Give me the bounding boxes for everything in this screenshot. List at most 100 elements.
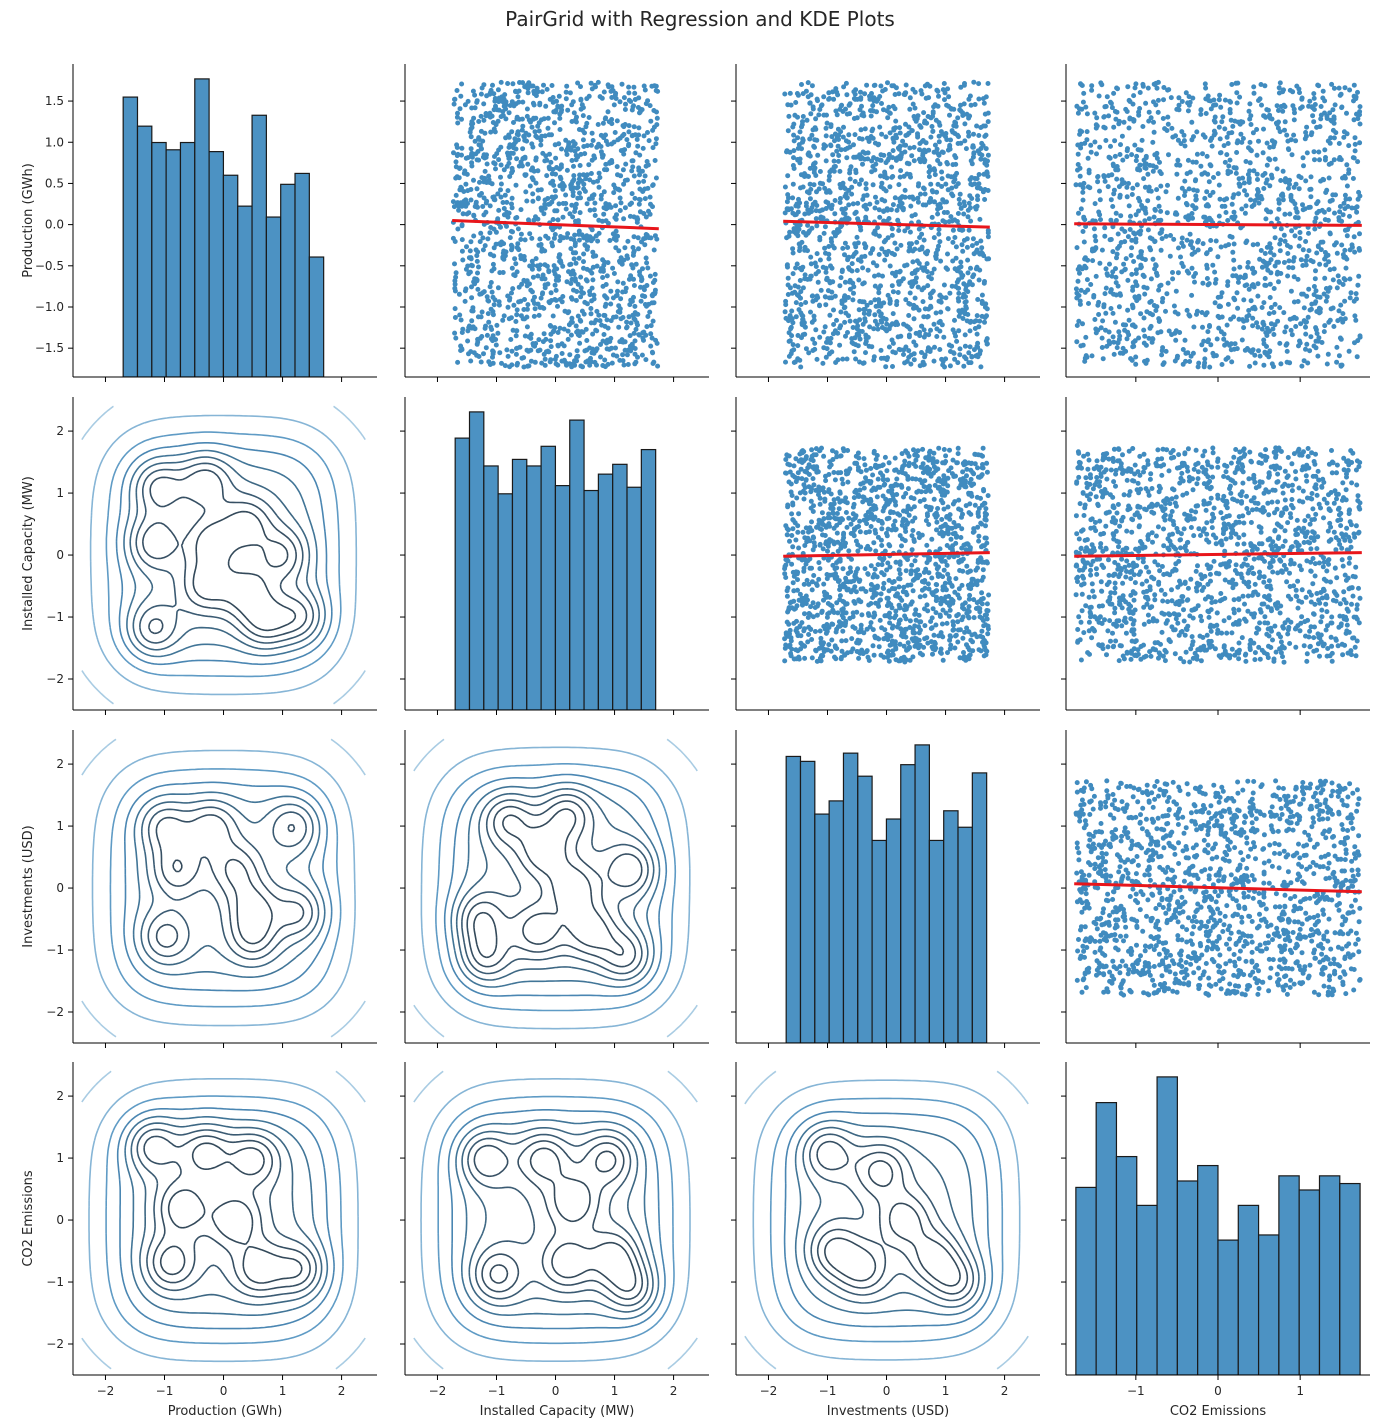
kde-contour-level-3 bbox=[447, 1109, 666, 1330]
kde-contour-level-7 bbox=[155, 814, 305, 953]
x-axis-label: Production (GWh) bbox=[168, 1404, 283, 1419]
panel-r1-c3 bbox=[1061, 397, 1370, 715]
hist-bar bbox=[885, 818, 902, 1043]
hist-bar bbox=[511, 458, 528, 710]
kde-contour-level-1 bbox=[91, 749, 356, 1027]
hist-bar bbox=[957, 826, 973, 1043]
x-tick-label: 2 bbox=[670, 1384, 678, 1398]
x-tick-label: 0 bbox=[552, 1384, 560, 1398]
hist-bar bbox=[857, 775, 873, 1043]
kde-contour-level-2 bbox=[105, 431, 342, 678]
x-tick-label: 0 bbox=[220, 1384, 228, 1398]
x-axis-label: CO2 Emissions bbox=[1170, 1404, 1267, 1419]
y-tick-label: −1.5 bbox=[35, 341, 64, 355]
regression-line bbox=[1074, 551, 1362, 558]
y-tick-label: −2 bbox=[46, 1005, 64, 1019]
hist-bar bbox=[265, 216, 282, 377]
hist-bar bbox=[785, 755, 802, 1043]
regression-line bbox=[1074, 222, 1362, 227]
panel-r3-c2: −2 −1 0 1 2 Investments (USD) bbox=[731, 1062, 1040, 1419]
kde-contour-level-6 bbox=[135, 462, 315, 644]
regression-line bbox=[1074, 882, 1362, 894]
regression-line bbox=[452, 219, 659, 231]
hist-bar bbox=[454, 437, 471, 710]
chart-title: PairGrid with Regression and KDE Plots bbox=[505, 7, 895, 31]
hist-bar bbox=[280, 183, 296, 377]
panel-content bbox=[413, 1070, 698, 1370]
y-tick-label: −1 bbox=[46, 943, 64, 957]
y-tick-label: 1.5 bbox=[45, 94, 64, 108]
kde-contour-level-3 bbox=[443, 773, 668, 997]
panel-content bbox=[1073, 445, 1363, 665]
x-tick-label: −1 bbox=[156, 1384, 174, 1398]
panel-r1-c2 bbox=[731, 397, 1040, 715]
y-axis-label: Investments (USD) bbox=[21, 825, 36, 947]
kde-contour-level-0 bbox=[81, 405, 366, 705]
hist-bar bbox=[814, 813, 830, 1043]
kde-contour-level-7 bbox=[816, 1140, 969, 1295]
hist-bar bbox=[1257, 1234, 1280, 1375]
kde-contour-level-1 bbox=[752, 1079, 1021, 1361]
hist-bar bbox=[1318, 1175, 1341, 1375]
panel-r1-c0: −2 −1 0 1 2 Installed Capacity (MW) bbox=[21, 397, 377, 715]
hist-bar bbox=[1075, 1186, 1097, 1375]
hist-bar bbox=[1339, 1182, 1361, 1375]
panel-content bbox=[122, 78, 325, 377]
hist-bar bbox=[237, 205, 253, 377]
kde-contour-level-6 bbox=[136, 1128, 317, 1298]
y-tick-label: −2 bbox=[46, 1337, 64, 1351]
panel-content bbox=[744, 1070, 1029, 1370]
panel-content bbox=[1073, 778, 1363, 998]
panel-content bbox=[782, 79, 992, 370]
hist-bar bbox=[1298, 1189, 1321, 1375]
kde-contour-level-8 bbox=[192, 510, 297, 632]
x-tick-label: −2 bbox=[760, 1384, 778, 1398]
hist-bar bbox=[179, 141, 196, 377]
hist-bar bbox=[483, 465, 499, 710]
y-tick-label: −1 bbox=[46, 610, 64, 624]
panel-r3-c1: −2 −1 0 1 2 Installed Capacity (MW) bbox=[400, 1062, 709, 1419]
hist-bar bbox=[294, 172, 310, 377]
kde-contour-level-4 bbox=[123, 449, 326, 658]
panel-content bbox=[1075, 1076, 1361, 1375]
hist-bar bbox=[1156, 1076, 1178, 1375]
hist-bar bbox=[626, 486, 642, 710]
kde-contour-level-0 bbox=[81, 738, 366, 1038]
kde-contour-level-5 bbox=[130, 1122, 323, 1306]
y-axis-label: Installed Capacity (MW) bbox=[21, 476, 36, 631]
hist-bar bbox=[1115, 1155, 1138, 1375]
hist-bar bbox=[554, 485, 571, 710]
x-tick-label: −1 bbox=[488, 1384, 506, 1398]
kde-contour-level-2 bbox=[435, 763, 677, 1012]
scatter-points bbox=[782, 79, 992, 370]
kde-contour-level-4 bbox=[455, 1119, 660, 1320]
kde-contour-level-8 bbox=[489, 1147, 637, 1292]
panel-r3-c0: −2 −1 0 1 2 −2 −1 0 1 2 CO2 Emissions Production (G… bbox=[21, 1062, 377, 1419]
hist-bar bbox=[1278, 1175, 1300, 1375]
y-tick-label: 1 bbox=[56, 1151, 64, 1165]
panel-r3-c3: −1 0 1 CO2 Emissions bbox=[1061, 1062, 1370, 1419]
y-axis-label: CO2 Emissions bbox=[21, 1170, 36, 1267]
panel-content bbox=[1073, 79, 1363, 370]
panel-r0-c0: −1.5 −1.0 −0.5 0.0 0.5 1.0 1.5 Production (GWh) bbox=[21, 64, 377, 382]
scatter-points bbox=[1073, 778, 1363, 998]
y-tick-label: −1 bbox=[46, 1275, 64, 1289]
kde-contour-level-8 bbox=[473, 808, 625, 959]
hist-bar bbox=[497, 493, 514, 710]
hist-bar bbox=[540, 445, 557, 710]
hist-bar bbox=[165, 149, 182, 377]
x-tick-label: −1 bbox=[1127, 1384, 1145, 1398]
kde-contour-level-6 bbox=[147, 806, 313, 960]
hist-bar bbox=[828, 800, 845, 1043]
x-tick-label: 0 bbox=[883, 1384, 891, 1398]
x-tick-label: 2 bbox=[1001, 1384, 1009, 1398]
kde-contour-level-0 bbox=[81, 1070, 366, 1370]
x-tick-label: 0 bbox=[1214, 1384, 1222, 1398]
hist-bar bbox=[914, 744, 930, 1043]
kde-contour-level-5 bbox=[455, 788, 655, 981]
x-axis-label: Installed Capacity (MW) bbox=[480, 1404, 635, 1419]
panel-content bbox=[81, 405, 366, 705]
hist-bar bbox=[1136, 1204, 1158, 1375]
kde-contour-level-0 bbox=[413, 1070, 698, 1370]
